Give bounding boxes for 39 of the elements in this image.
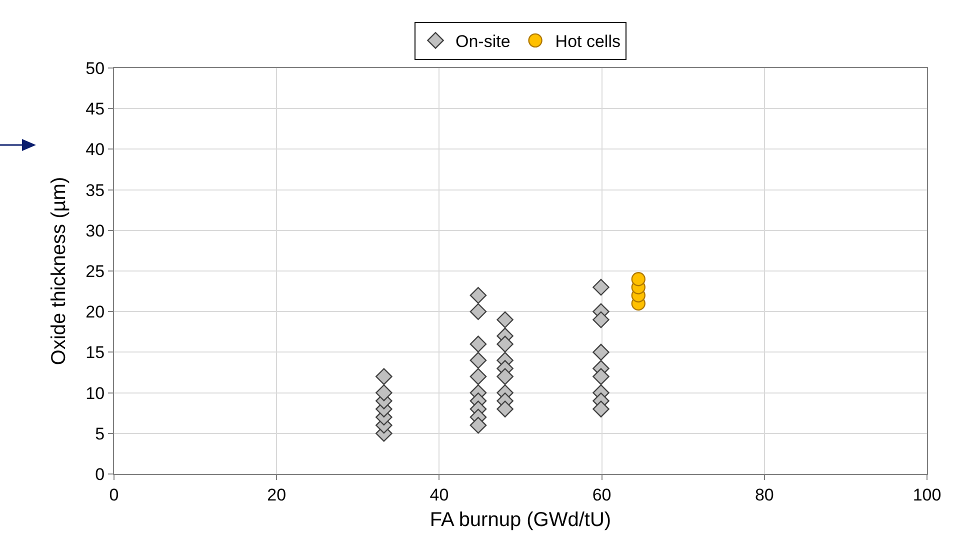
- y-tick-label: 5: [95, 424, 105, 444]
- y-tick-label: 10: [86, 384, 105, 403]
- y-axis-title: Oxide thickness (µm): [48, 176, 70, 366]
- x-axis-title: FA burnup (GWd/tU): [430, 508, 612, 531]
- y-tick-label: 45: [86, 100, 105, 119]
- legend-label: On-site: [456, 32, 510, 52]
- point: [631, 272, 646, 286]
- point: [592, 400, 610, 418]
- x-tick-label: 40: [430, 485, 449, 504]
- y-tick-label: 15: [86, 343, 105, 362]
- point: [496, 400, 514, 418]
- point: [470, 416, 487, 434]
- point: [592, 368, 610, 385]
- point: [592, 278, 610, 296]
- legend-label: Hot cells: [555, 32, 620, 52]
- point: [470, 352, 487, 369]
- point: [592, 344, 610, 361]
- point: [376, 384, 392, 402]
- y-tick-label: 50: [86, 58, 105, 78]
- x-tick-label: 80: [754, 485, 774, 504]
- y-tick-label: 0: [95, 464, 105, 484]
- y-tick-label: 25: [86, 262, 105, 281]
- y-tick-label: 20: [86, 302, 105, 322]
- point: [496, 336, 514, 352]
- point: [470, 286, 487, 304]
- x-tick-label: 60: [592, 485, 612, 504]
- x-tick-label: 100: [912, 485, 942, 504]
- point: [496, 311, 514, 328]
- y-tick-label: 35: [86, 180, 105, 200]
- point: [592, 311, 610, 328]
- y-tick-label: 30: [86, 221, 105, 240]
- x-tick-label: 20: [267, 485, 286, 504]
- x-tick-label: 0: [109, 485, 119, 504]
- point: [496, 368, 514, 385]
- point: [470, 336, 487, 352]
- point: [376, 368, 392, 385]
- point: [470, 303, 487, 320]
- y-tick-label: 40: [86, 140, 105, 160]
- point: [470, 368, 487, 385]
